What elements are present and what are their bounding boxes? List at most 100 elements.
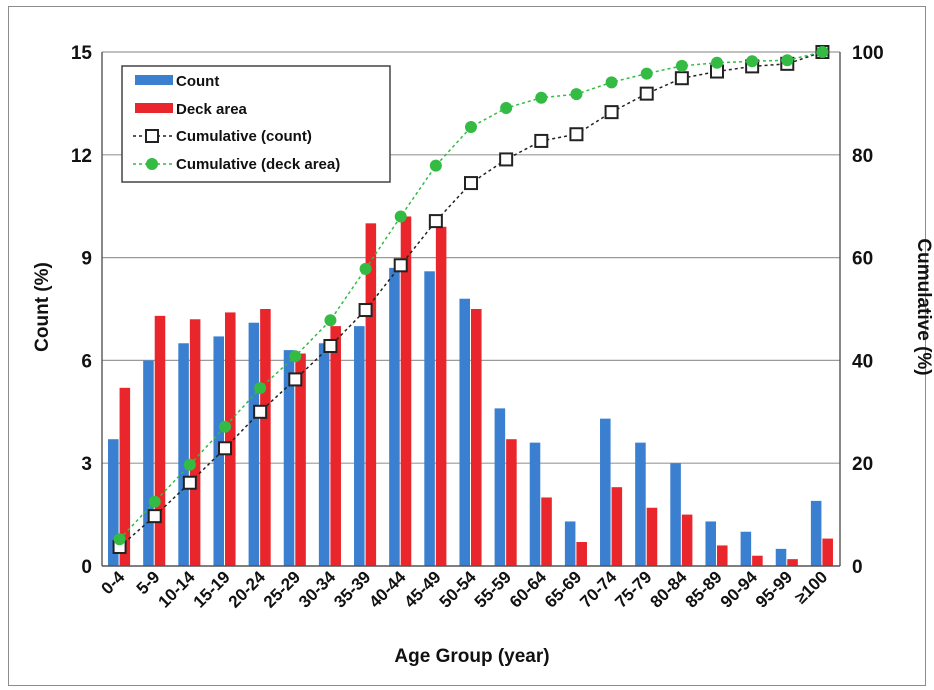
x-tick-label: 55-59 [471,567,515,611]
point-cumulative-deck-area [429,159,442,172]
bar-count [670,463,681,566]
x-tick-label: 10-14 [155,567,200,612]
bar-count [459,298,470,566]
bar-deck-area [646,507,658,566]
bar-count [529,442,541,566]
x-tick-label: 65-69 [541,567,585,611]
x-tick-label: 70-74 [576,567,621,612]
point-cumulative-count [393,258,408,273]
bar-deck-area [435,226,447,566]
bar-deck-area [400,216,412,567]
bars [108,216,833,567]
point-cumulative-deck-area [254,382,267,395]
x-tick-label: 85-89 [682,567,726,611]
legend-label-count: Count [176,73,219,90]
point-cumulative-deck-area [675,59,688,72]
point-cumulative-count [639,86,654,101]
legend-label-cumulative-deck-area: Cumulative (deck area) [176,156,340,173]
bar-count [248,322,260,566]
x-tick-label: 15-19 [190,567,234,611]
bar-count [283,350,295,566]
x-tick-label: 40-44 [365,567,410,612]
bar-deck-area [717,545,728,566]
point-cumulative-deck-area [219,420,231,433]
bar-count [178,343,189,566]
y2-tick-label: 20 [852,454,873,475]
legend-label-cumulative-count: Cumulative (count) [176,128,312,145]
legend-box [121,65,391,183]
cumulative-lines [112,45,830,554]
y-tick-label: 12 [71,146,92,167]
x-tick-label: 90-94 [717,567,762,612]
bar-deck-area [119,387,131,566]
x-tick-label: 80-84 [647,567,692,612]
point-cumulative-count [288,372,303,387]
y-tick-label: 3 [81,454,92,475]
x-tick-label: 0-4 [98,567,129,598]
bar-count [740,531,752,566]
point-cumulative-deck-area [711,56,723,69]
point-cumulative-count [323,339,338,354]
bar-count [318,343,330,566]
legend-marker-cumulative-count [145,129,159,143]
x-tick-label: 45-49 [401,567,445,611]
x-axis-title: Age Group (year) [394,646,549,667]
bar-deck-area [506,439,517,566]
point-cumulative-count [358,303,373,318]
point-cumulative-count [464,176,478,191]
point-cumulative-deck-area [394,210,407,223]
x-tick-label: ≥100 [791,567,831,607]
legend: Count Deck area Cumulative (count) Cumul… [121,65,391,183]
y-tick-label: 9 [81,249,92,270]
y2-tick-label: 60 [852,249,873,270]
y-tick-label: 0 [81,557,92,578]
y2-tick-label: 0 [852,557,863,578]
point-cumulative-deck-area [324,314,337,327]
bar-deck-area [541,497,552,566]
bar-deck-area [611,487,623,566]
point-cumulative-deck-area [535,91,548,104]
x-tick-label: 60-64 [506,567,551,612]
point-cumulative-count [499,152,514,167]
point-cumulative-deck-area [570,88,583,101]
bar-deck-area [189,319,201,566]
point-cumulative-count [147,509,162,524]
line-cumulative-deck-area [119,51,823,540]
point-cumulative-deck-area [500,102,513,115]
point-cumulative-deck-area [148,495,161,508]
bar-deck-area [576,542,587,566]
bar-count [775,548,787,566]
legend-marker-cumulative-deck-area [146,158,158,170]
bar-count [810,500,822,566]
bar-deck-area [681,514,693,566]
y2-axis-title: Cumulative (%) [913,238,934,375]
point-cumulative-deck-area [781,54,794,67]
point-cumulative-count [182,475,197,490]
legend-label-deck-area: Deck area [176,101,248,118]
bar-count [635,442,646,566]
bar-count [108,439,119,566]
bar-deck-area [154,315,166,566]
x-tick-label: 25-29 [260,567,304,611]
point-cumulative-deck-area [640,67,653,80]
y-tick-label: 15 [71,43,93,64]
bar-count [564,521,576,566]
point-cumulative-deck-area [605,76,618,89]
bar-deck-area [330,326,341,566]
bar-count [494,408,506,566]
x-tick-label: 30-34 [295,567,340,612]
point-cumulative-deck-area [289,350,302,363]
x-tick-label: 95-99 [752,567,796,611]
bar-count [600,418,611,566]
bar-deck-area [822,538,833,566]
point-cumulative-count [674,71,689,86]
point-cumulative-deck-area [465,121,477,134]
legend-swatch-count [135,75,173,85]
point-cumulative-count [253,404,268,419]
bar-deck-area [260,309,271,566]
bar-deck-area [752,555,763,566]
point-cumulative-deck-area [359,262,372,275]
bar-deck-area [295,353,306,566]
bar-count [705,521,716,566]
